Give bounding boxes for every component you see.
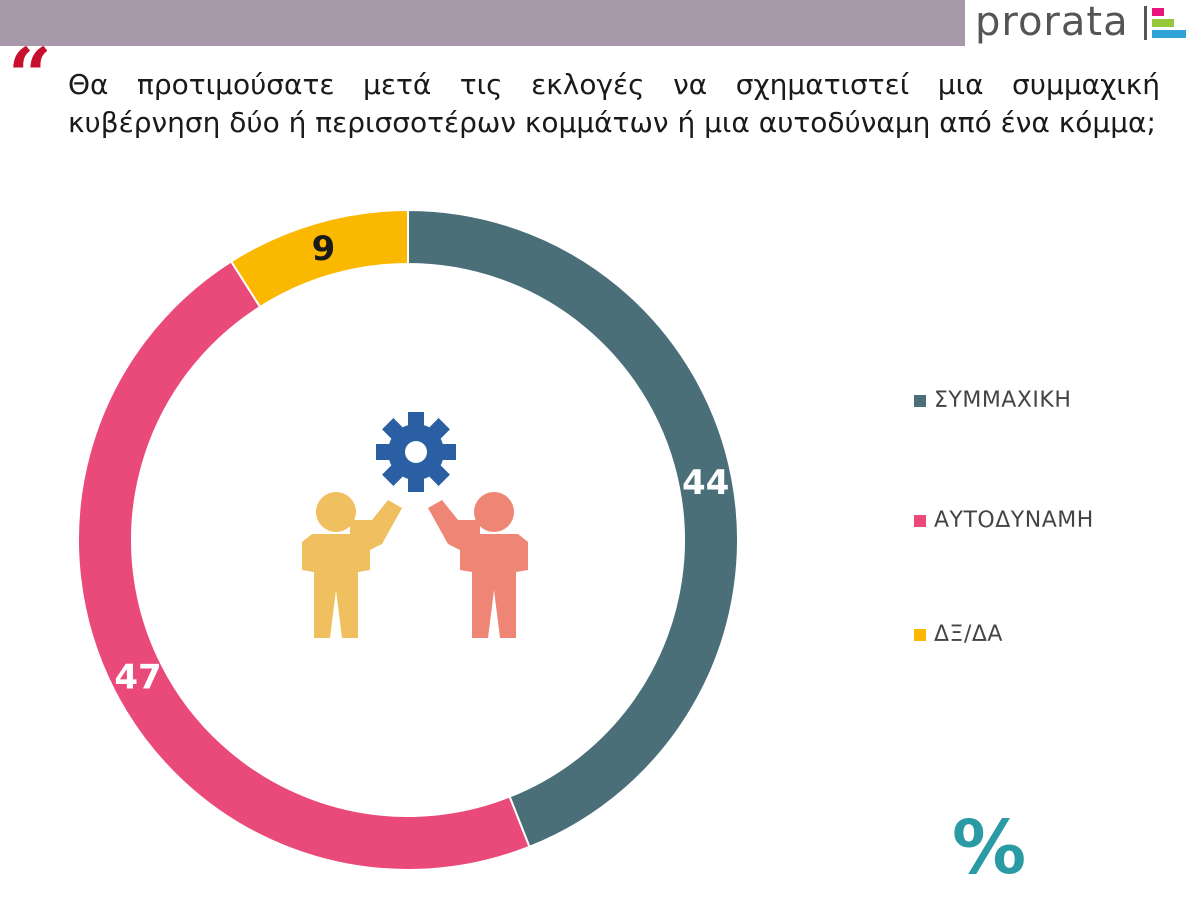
legend-label: ΔΞ/ΔΑ [934,622,1003,647]
legend-item-symmachiki: ΣΥΜΜΑΧΙΚΗ [914,388,1071,413]
gear-icon [376,412,456,492]
data-labels: 44 47 9 [114,229,729,698]
donut-slices [77,208,739,871]
person-left-icon [302,492,402,638]
donut-slice [77,259,531,871]
data-label: 47 [114,658,161,698]
donut-slice [229,208,409,309]
donut-slice [407,208,739,849]
legend-swatch [914,628,926,641]
legend-label: ΑΥΤΟΔΥΝΑΜΗ [934,508,1094,533]
brand-mark-divider [1144,6,1147,40]
brand-mark-bar-3 [1152,30,1186,38]
person-right-head [474,492,514,532]
quote-icon: “ [8,31,52,120]
legend-swatch [914,394,926,407]
person-right-icon [428,492,528,638]
brand-mark-bar-2 [1152,19,1174,27]
person-left-body [302,500,402,638]
question-text: Θα προτιμούσατε μετά τις εκλογές να σχημ… [68,68,1160,139]
legend-item-aftodynami: ΑΥΤΟΔΥΝΑΜΗ [914,508,1094,533]
illustration [302,412,528,638]
percent-unit-label: % [952,805,1027,891]
brand-mark-icon [1144,6,1186,40]
person-left-head [316,492,356,532]
legend-label: ΣΥΜΜΑΧΙΚΗ [934,388,1072,413]
person-right-body [428,500,528,638]
data-label: 9 [312,229,336,269]
brand-mark-bar-1 [1152,8,1164,16]
legend-item-dk-da: ΔΞ/ΔΑ [914,622,1003,647]
gear-hole [405,441,427,463]
logo: prorata [965,0,1200,46]
data-label: 44 [682,463,729,503]
legend-swatch [914,514,926,527]
brand-name: prorata [975,0,1129,45]
